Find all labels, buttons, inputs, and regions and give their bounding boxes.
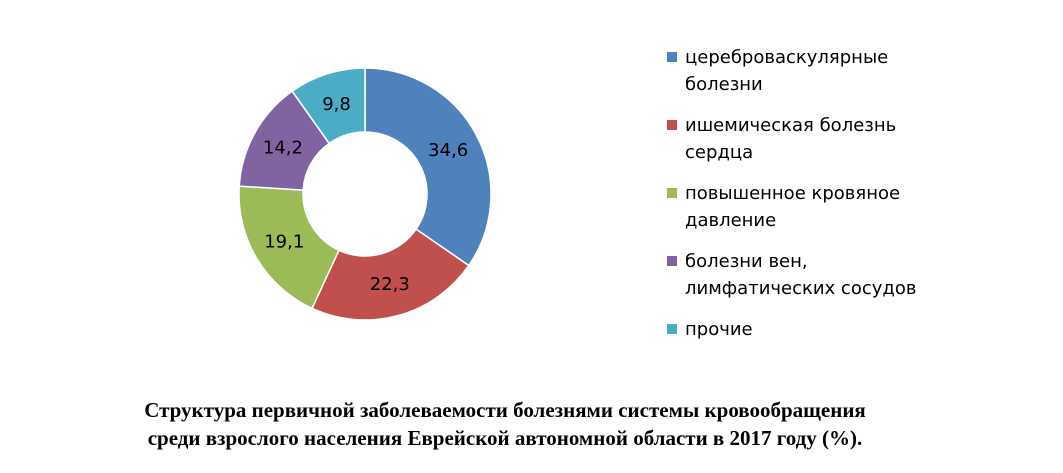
legend-swatch	[667, 52, 677, 62]
data-label-veins: 14,2	[263, 138, 303, 159]
donut-slice-other	[291, 67, 366, 145]
legend-swatch	[667, 188, 677, 198]
legend-swatch	[667, 324, 677, 334]
legend-label: прочие	[685, 319, 753, 340]
legend-label: цереброваскулярные болезни	[685, 47, 889, 95]
caption-line-1: Структура первичной заболеваемости болез…	[144, 398, 866, 422]
chart-caption: Структура первичной заболеваемости болез…	[0, 396, 1010, 452]
legend-item-other: прочие	[667, 316, 945, 343]
donut-slice-hypertension	[238, 185, 340, 310]
chart-area: 34,6 22,3 19,1 14,2 9,8 цереброваскулярные б…	[238, 44, 945, 343]
donut-slice-ischemic	[311, 228, 470, 321]
data-label-ischemic: 22,3	[370, 274, 410, 295]
legend-label: повышенное кровяное давление	[685, 183, 901, 231]
donut-slice-cerebrovascular	[364, 67, 492, 267]
legend-label: болезни вен, лимфатических сосудов	[685, 251, 917, 299]
caption-line-2: среди взрослого населения Еврейской авто…	[147, 426, 863, 450]
data-label-hypertension: 19,1	[264, 232, 304, 253]
legend-label: ишемическая болезнь сердца	[685, 115, 897, 163]
legend-swatch	[667, 120, 677, 130]
legend-item-ischemic: ишемическая болезнь сердца	[667, 112, 945, 166]
donut-chart: 34,6 22,3 19,1 14,2 9,8	[238, 67, 492, 321]
donut-slices	[238, 67, 492, 321]
legend-item-cerebrovascular: цереброваскулярные болезни	[667, 44, 945, 98]
data-label-other: 9,8	[322, 94, 351, 115]
legend-item-hypertension: повышенное кровяное давление	[667, 180, 945, 234]
donut-data-labels: 34,6 22,3 19,1 14,2 9,8	[263, 94, 468, 295]
legend-item-veins: болезни вен, лимфатических сосудов	[667, 248, 945, 302]
legend-swatch	[667, 256, 677, 266]
data-label-cerebrovascular: 34,6	[428, 140, 468, 161]
